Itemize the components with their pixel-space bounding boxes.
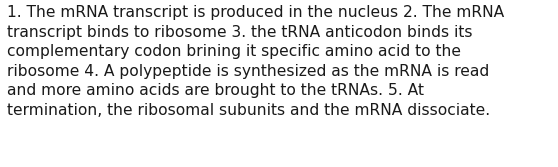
Text: 1. The mRNA transcript is produced in the nucleus 2. The mRNA
transcript binds t: 1. The mRNA transcript is produced in th… xyxy=(7,5,504,118)
